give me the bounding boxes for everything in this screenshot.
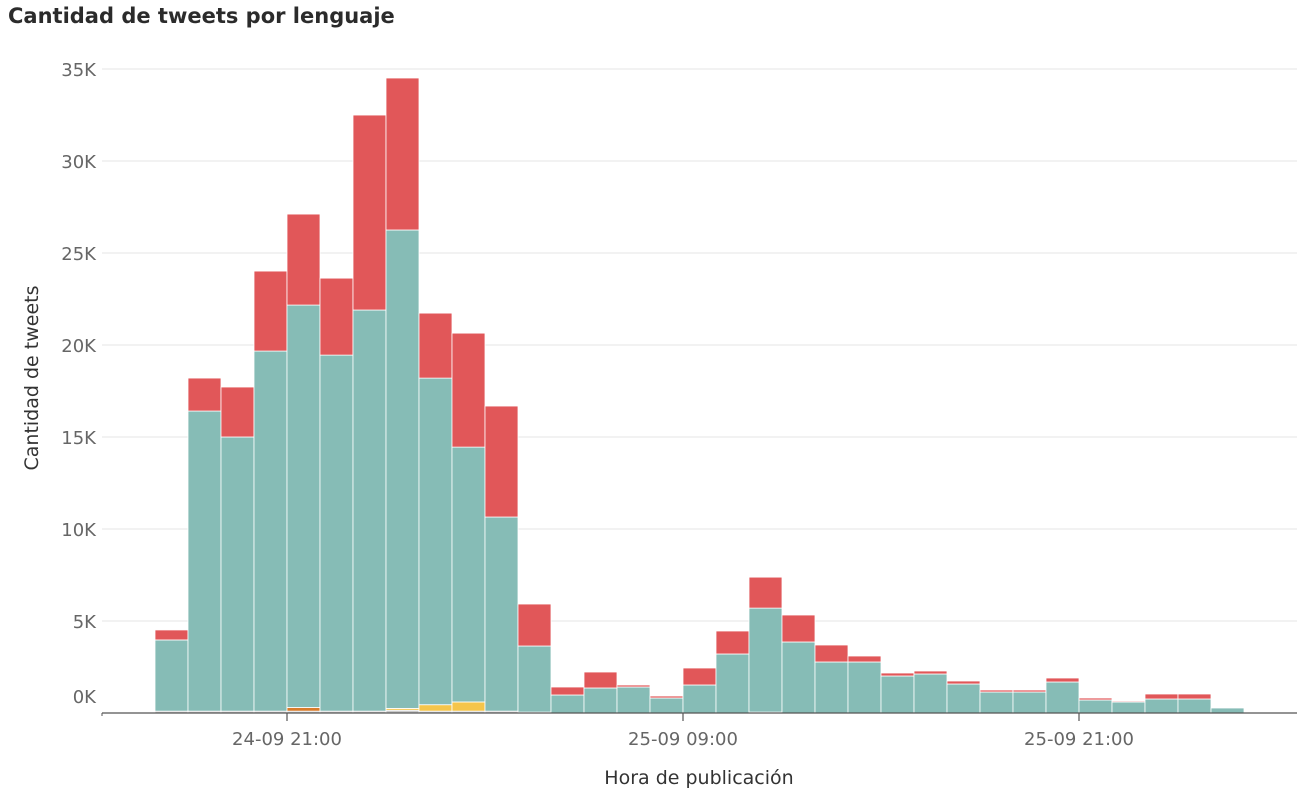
bar-segment	[946, 680, 981, 685]
y-axis-label: Cantidad de tweets	[21, 286, 43, 471]
bar-segment	[484, 405, 519, 518]
bar-segment	[484, 516, 519, 712]
bar-segment	[286, 213, 321, 306]
bar-segment	[418, 312, 453, 379]
bar-segment	[1012, 691, 1047, 714]
bar-segment	[649, 695, 684, 699]
bar-segment	[1111, 701, 1146, 714]
bar-segment	[946, 683, 981, 714]
bar-segment	[781, 641, 816, 714]
x-tick-label: 25-09 21:00	[1024, 729, 1134, 750]
bar-segment	[1078, 697, 1113, 701]
bar-segment	[1177, 698, 1212, 714]
bar-segment	[1078, 699, 1113, 714]
bar-segment	[880, 675, 915, 714]
y-tick-label: 15K	[61, 428, 97, 449]
bar-segment	[979, 689, 1014, 693]
chart-title: Cantidad de tweets por lenguaje	[8, 4, 395, 28]
y-tick-label: 5K	[73, 612, 97, 633]
bar-segment	[1012, 689, 1047, 693]
bar-segment	[352, 309, 387, 712]
bar-segment	[418, 377, 453, 706]
bar-segment	[451, 332, 486, 448]
bar-segment	[517, 603, 552, 647]
y-tick-label: 35K	[61, 60, 97, 81]
y-tick-label: 0K	[73, 687, 97, 708]
bar-segment	[550, 694, 585, 714]
bar-segment	[1045, 677, 1080, 683]
bar-segment	[616, 684, 651, 688]
y-tick-label: 25K	[61, 244, 97, 265]
bar-segment	[715, 653, 750, 714]
bar-segment	[517, 645, 552, 713]
bar-segment	[451, 701, 486, 712]
bar-segment	[1210, 707, 1245, 714]
bar-segment	[847, 655, 882, 663]
bar-segment	[451, 446, 486, 703]
bar-segment	[1045, 681, 1080, 714]
bar-segment	[847, 661, 882, 714]
bar-segment	[154, 639, 189, 712]
bar-segment	[1144, 693, 1179, 700]
bar-segment	[715, 630, 750, 655]
bar-segment	[1177, 693, 1212, 700]
bar-segment	[880, 672, 915, 677]
x-axis-label: Hora de publicación	[604, 767, 793, 789]
bar-segment	[253, 350, 288, 712]
bar-segment	[286, 304, 321, 708]
bar-segment	[748, 607, 783, 713]
bar-segment	[220, 436, 255, 712]
bar-segment	[253, 270, 288, 352]
bar-segment	[220, 386, 255, 438]
bar-segment	[748, 576, 783, 609]
bar-segment	[1111, 700, 1146, 703]
bar-segment	[385, 229, 420, 709]
bar-segment	[418, 704, 453, 712]
bar-segment	[913, 673, 948, 714]
bar-segment	[154, 629, 189, 641]
bar-segment	[319, 354, 354, 712]
bar-segment	[187, 410, 222, 712]
bar-segment	[286, 707, 321, 712]
bar-segment	[550, 686, 585, 696]
y-tick-label: 30K	[61, 152, 97, 173]
bar-segment	[682, 684, 717, 714]
bar-segment	[385, 77, 420, 231]
bar-segment	[187, 377, 222, 412]
y-tick-label: 20K	[61, 336, 97, 357]
bar-segment	[352, 114, 387, 311]
bar-segment	[616, 686, 651, 714]
bar-segment	[682, 667, 717, 686]
bar-segment	[583, 671, 618, 689]
bar-segment	[814, 644, 849, 663]
bar-segment	[913, 670, 948, 675]
bar-segment	[583, 687, 618, 714]
x-tick-label: 25-09 09:00	[628, 729, 738, 750]
y-tick-label: 10K	[61, 520, 97, 541]
bar-segment	[979, 691, 1014, 714]
x-tick-label: 24-09 21:00	[232, 729, 342, 750]
bar-segment	[649, 697, 684, 714]
bar-segment	[1144, 698, 1179, 714]
bar-segment	[814, 661, 849, 714]
bar-segment	[781, 614, 816, 643]
bar-segment	[319, 277, 354, 356]
